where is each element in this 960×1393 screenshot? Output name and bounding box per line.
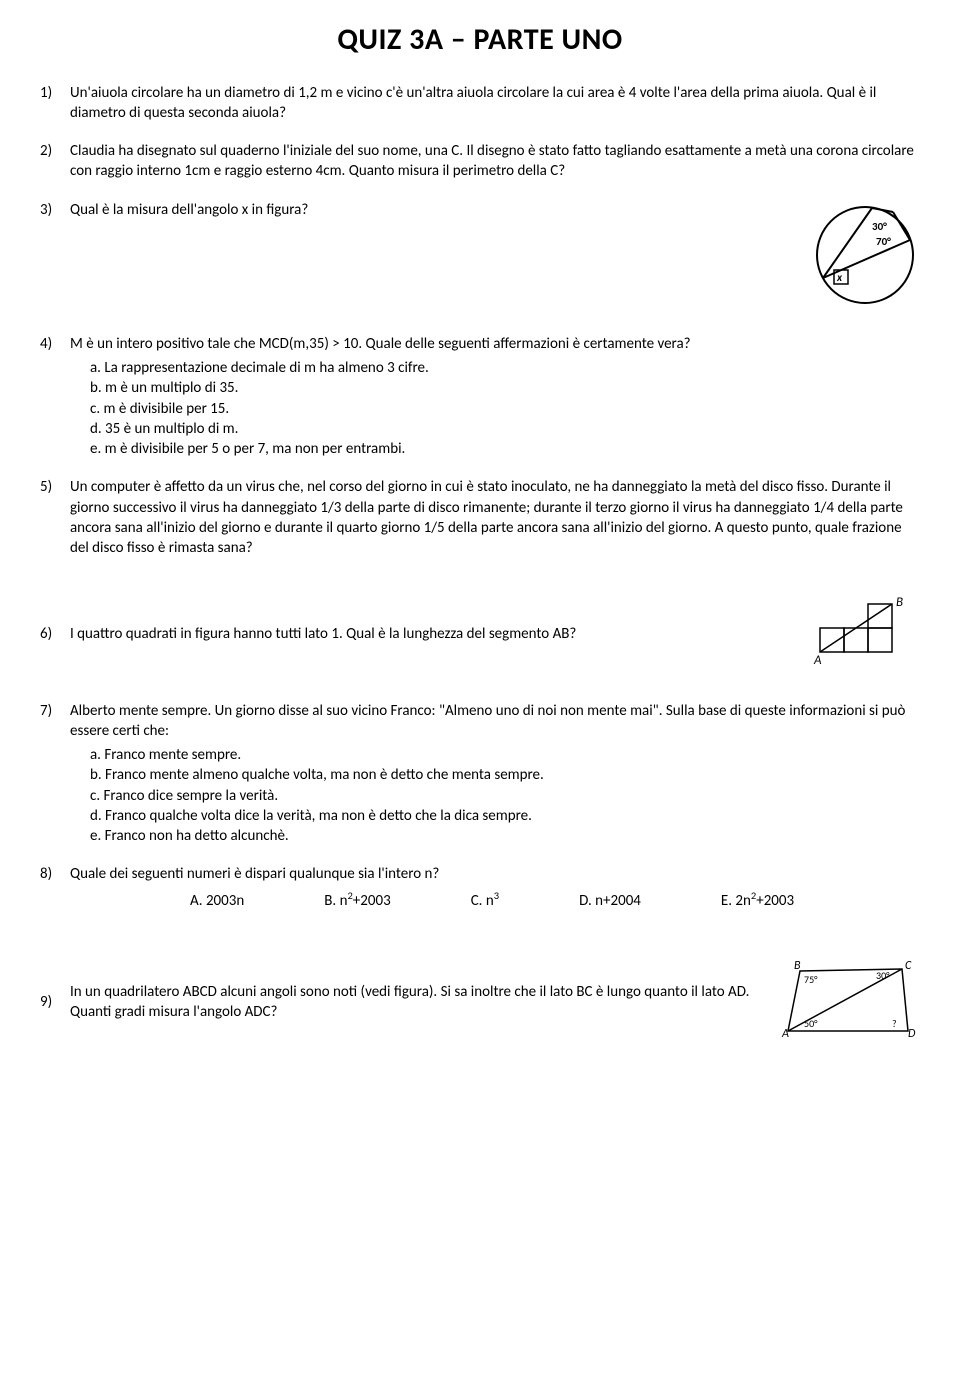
q7-opt-d: d. Franco qualche volta dice la verità, … xyxy=(90,806,920,826)
question-8: 8) Quale dei seguenti numeri è dispari q… xyxy=(40,864,920,911)
q3-angle2: 70° xyxy=(876,235,891,248)
q3-angle1: 30° xyxy=(872,220,887,233)
question-1: 1) Un'aiuola circolare ha un diametro di… xyxy=(40,83,920,124)
q9-text: In un quadrilatero ABCD alcuni angoli so… xyxy=(70,982,762,1023)
q7-opt-a: a. Franco mente sempre. xyxy=(90,745,920,765)
q4-opt-b: b. m è un multiplo di 35. xyxy=(90,378,920,398)
q9-label-a: A xyxy=(781,1027,789,1039)
q7-opt-c: c. Franco dice sempre la verità. xyxy=(90,786,920,806)
q3-angle3: x xyxy=(836,271,843,284)
q9-num: 9) xyxy=(40,992,70,1012)
q1-num: 1) xyxy=(40,83,70,103)
q8-opt-c: C. n3 xyxy=(471,891,499,911)
q7-opt-e: e. Franco non ha detto alcunchè. xyxy=(90,826,920,846)
q5-num: 5) xyxy=(40,477,70,497)
q4-text: M è un intero positivo tale che MCD(m,35… xyxy=(70,334,920,354)
q4-opt-e: e. m è divisibile per 5 o per 7, ma non … xyxy=(90,439,920,459)
q6-figure: A B xyxy=(810,596,920,672)
q3-num: 3) xyxy=(40,200,70,220)
question-2: 2) Claudia ha disegnato sul quaderno l'i… xyxy=(40,141,920,182)
question-4: 4) M è un intero positivo tale che MCD(m… xyxy=(40,334,920,460)
q9-label-b: B xyxy=(794,959,801,973)
q8-opt-d: D. n+2004 xyxy=(579,891,641,911)
q9-ang50: 50° xyxy=(804,1017,818,1030)
q7-num: 7) xyxy=(40,701,70,721)
q9-ang30: 30° xyxy=(876,969,890,982)
q3-text: Qual è la misura dell'angolo x in figura… xyxy=(70,200,792,220)
question-7: 7) Alberto mente sempre. Un giorno disse… xyxy=(40,701,920,847)
q1-text: Un'aiuola circolare ha un diametro di 1,… xyxy=(70,83,920,124)
q2-num: 2) xyxy=(40,141,70,161)
q8-opt-e: E. 2n2+2003 xyxy=(721,891,794,911)
q4-num: 4) xyxy=(40,334,70,354)
question-3: 3) Qual è la misura dell'angolo x in fig… xyxy=(40,200,920,316)
q6-num: 6) xyxy=(40,624,70,644)
q6-label-a: A xyxy=(813,653,822,666)
q6-text: I quattro quadrati in figura hanno tutti… xyxy=(70,624,792,644)
q5-text: Un computer è affetto da un virus che, n… xyxy=(70,477,920,558)
q6-label-b: B xyxy=(896,596,903,610)
q9-label-c: C xyxy=(905,959,912,973)
question-6: 6) I quattro quadrati in figura hanno tu… xyxy=(40,596,920,672)
q8-opt-a: A. 2003n xyxy=(190,891,244,911)
q8-text: Quale dei seguenti numeri è dispari qual… xyxy=(70,864,920,884)
q8-num: 8) xyxy=(40,864,70,884)
q4-opt-d: d. 35 è un multiplo di m. xyxy=(90,419,920,439)
q9-figure: A B C D 75° 30° 50° ? xyxy=(780,959,920,1045)
q2-text: Claudia ha disegnato sul quaderno l'iniz… xyxy=(70,141,920,182)
page-title: QUIZ 3A – PARTE UNO xyxy=(40,20,920,61)
q8-opt-b: B. n2+2003 xyxy=(324,891,390,911)
q7-text: Alberto mente sempre. Un giorno disse al… xyxy=(70,701,920,742)
q4-opt-a: a. La rappresentazione decimale di m ha … xyxy=(90,358,920,378)
q9-angq: ? xyxy=(892,1017,897,1030)
question-9: 9) In un quadrilatero ABCD alcuni angoli… xyxy=(40,959,920,1045)
q4-opt-c: c. m è divisibile per 15. xyxy=(90,399,920,419)
q9-label-d: D xyxy=(908,1027,916,1039)
q7-opt-b: b. Franco mente almeno qualche volta, ma… xyxy=(90,765,920,785)
q3-figure: 30° 70° x xyxy=(810,200,920,316)
question-5: 5) Un computer è affetto da un virus che… xyxy=(40,477,920,558)
q9-ang75: 75° xyxy=(804,973,818,986)
